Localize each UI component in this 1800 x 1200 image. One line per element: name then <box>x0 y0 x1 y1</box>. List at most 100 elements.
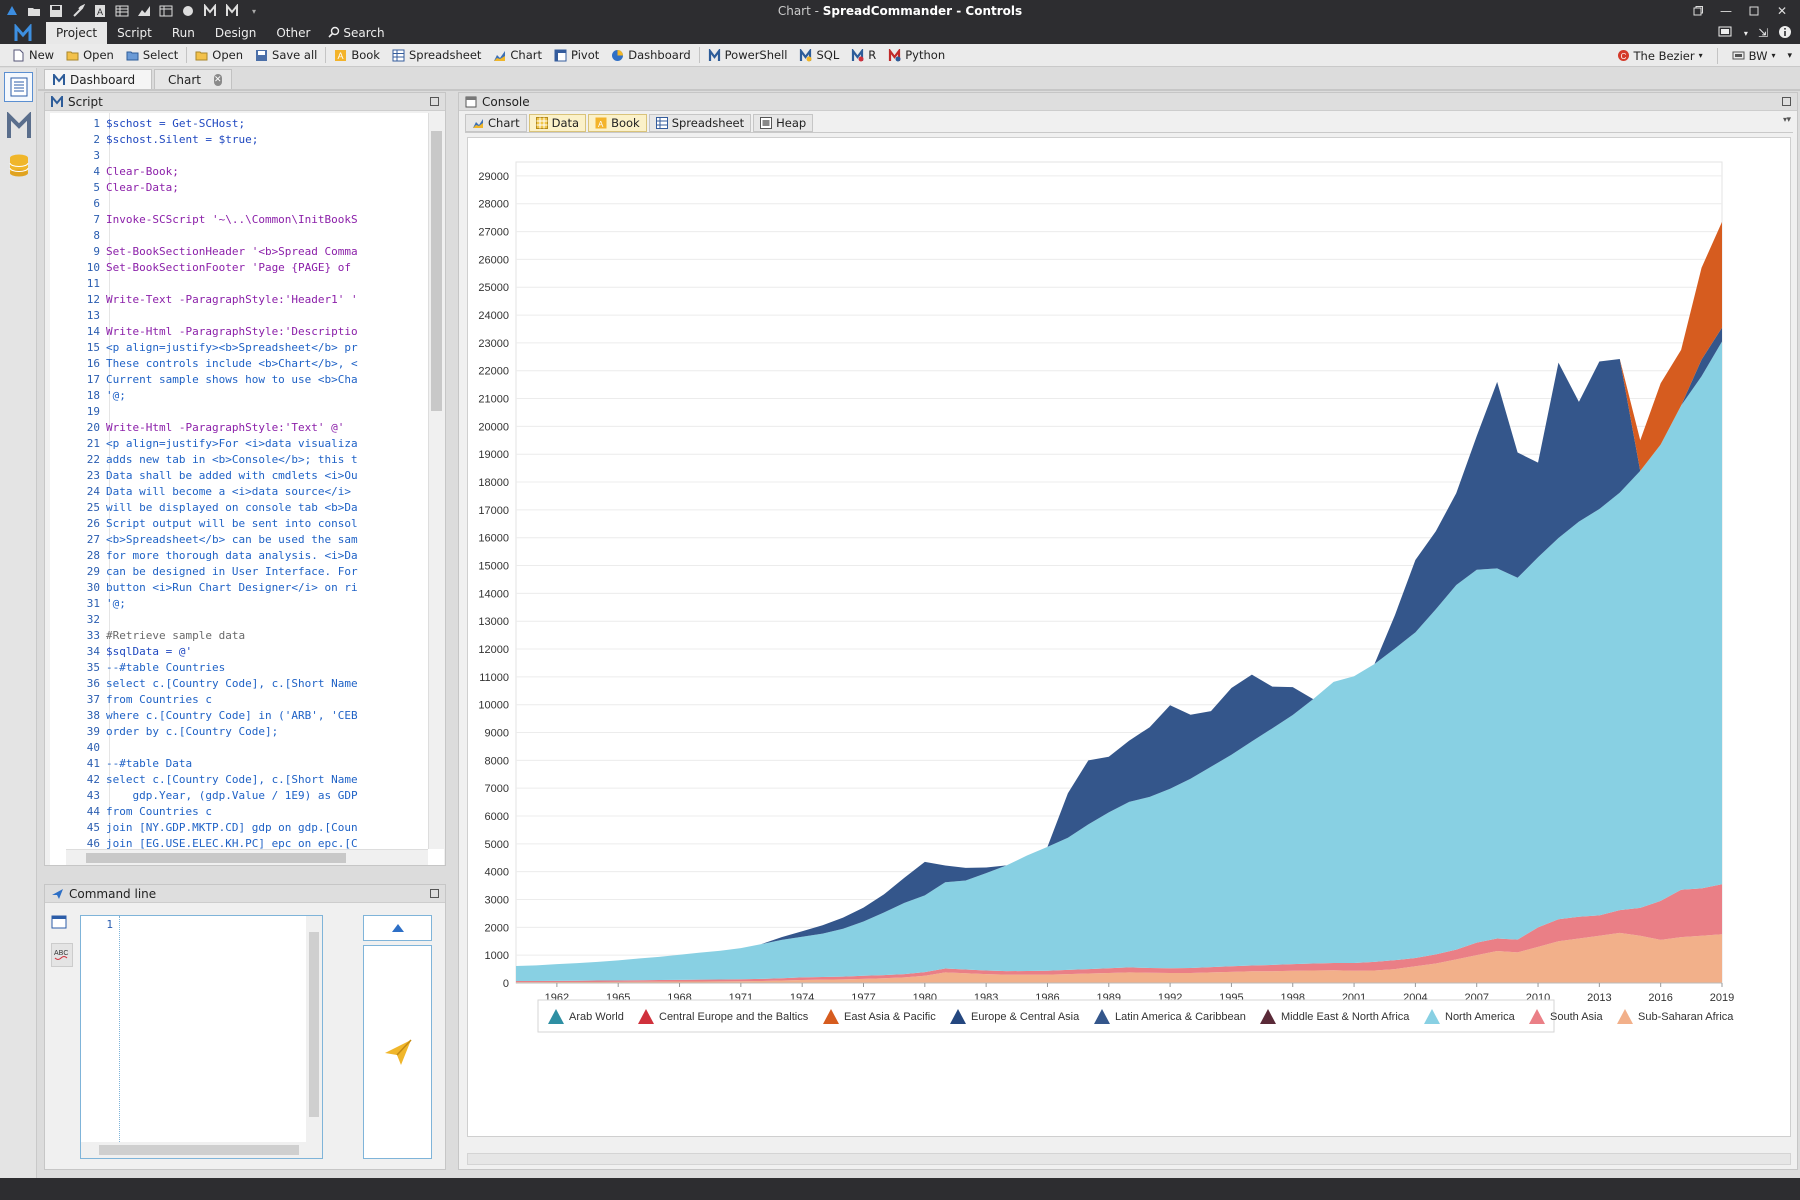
code-line[interactable]: 7 Invoke-SCScript '~\..\Common\InitBookS <box>50 213 357 227</box>
legend-marker[interactable] <box>823 1009 839 1024</box>
tabs-overflow-icon[interactable]: ▾ <box>1786 115 1791 125</box>
scroll-thumb[interactable] <box>431 131 442 411</box>
code-line[interactable]: 42 select c.[Country Code], c.[Short Name <box>50 773 358 787</box>
code-line[interactable]: 26 Script output will be sent into consol <box>50 517 358 531</box>
chevron-down-icon[interactable]: ▾ <box>1743 28 1748 38</box>
series-area[interactable] <box>516 932 1722 983</box>
database-icon[interactable] <box>0 146 37 186</box>
restore-down-icon[interactable] <box>1684 0 1712 22</box>
powershell-icon[interactable] <box>202 3 218 19</box>
tab-console-heap[interactable]: Heap <box>753 113 814 132</box>
legend-marker[interactable] <box>1617 1009 1633 1024</box>
legend-label[interactable]: North America <box>1445 1011 1516 1023</box>
open-button[interactable]: Open <box>60 45 120 66</box>
code-line[interactable]: 40 <box>50 741 106 755</box>
code-line[interactable]: 41 --#table Data <box>50 757 192 771</box>
code-line[interactable]: 9 Set-BookSectionHeader '<b>Spread Comma <box>50 245 357 259</box>
skin-selector[interactable]: C The Bezier ▾ <box>1611 45 1709 66</box>
tab-console-book[interactable]: A Book <box>588 113 647 132</box>
code-line[interactable]: 1 $schost = Get-SCHost; <box>50 117 245 131</box>
save-all-button[interactable]: Save all <box>249 45 323 66</box>
close-tab-icon[interactable]: ✕ <box>213 73 222 86</box>
menu-run[interactable]: Run <box>171 26 195 40</box>
spreadsheet-icon[interactable] <box>114 3 130 19</box>
code-line[interactable]: 31 '@; <box>50 597 126 611</box>
legend-marker[interactable] <box>548 1009 564 1024</box>
new-button[interactable]: New <box>6 45 60 66</box>
menu-script[interactable]: Script <box>117 26 152 40</box>
legend-label[interactable]: South Asia <box>1550 1011 1603 1023</box>
code-line[interactable]: 25 will be displayed on console tab <b>Da <box>50 501 358 515</box>
app-logo-icon[interactable] <box>0 22 46 44</box>
code-line[interactable]: 27 <b>Spreadsheet</b> can be used the sam <box>50 533 358 547</box>
code-line[interactable]: 3 <box>50 149 106 163</box>
scripts-icon[interactable] <box>0 106 37 146</box>
pin-icon[interactable]: ⇲ <box>1757 26 1768 40</box>
tab-console-chart[interactable]: Chart <box>465 113 527 132</box>
legend-label[interactable]: Latin America & Caribbean <box>1115 1011 1246 1023</box>
code-line[interactable]: 18 '@; <box>50 389 126 403</box>
legend-label[interactable]: Sub-Saharan Africa <box>1638 1011 1734 1023</box>
menu-search[interactable]: Search <box>320 26 392 41</box>
legend-label[interactable]: Middle East & North Africa <box>1281 1011 1410 1023</box>
code-line[interactable]: 46 join [EG.USE.ELEC.KH.PC] epc on epc.[C <box>50 837 358 851</box>
code-line[interactable]: 21 <p align=justify>For <i>data visualiza <box>50 437 358 451</box>
console-scroll-up-icon[interactable]: ▾ <box>1783 115 1788 124</box>
legend-label[interactable]: East Asia & Pacific <box>844 1011 936 1023</box>
code-line[interactable]: 15 <p align=justify><b>Spreadsheet</b> pr <box>50 341 358 355</box>
series-area[interactable] <box>516 327 1722 967</box>
close-icon[interactable]: ✕ <box>1776 4 1788 18</box>
window-icon[interactable] <box>51 915 69 933</box>
palette-selector[interactable]: BW ▾ <box>1726 45 1782 66</box>
console-horizontal-scrollbar[interactable] <box>467 1153 1791 1165</box>
sql-button[interactable]: SQL <box>793 45 845 66</box>
code-line[interactable]: 28 for more thorough data analysis. <i>Da <box>50 549 358 563</box>
layout-icon[interactable] <box>1718 26 1734 41</box>
code-line[interactable]: 43 gdp.Year, (gdp.Value / 1E9) as GDP <box>50 789 358 803</box>
open-file-button[interactable]: Open <box>189 45 249 66</box>
wrench-icon[interactable] <box>70 3 86 19</box>
code-line[interactable]: 44 from Countries c <box>50 805 212 819</box>
command-vertical-scrollbar[interactable] <box>306 916 322 1142</box>
history-up-button[interactable] <box>363 915 432 941</box>
legend-label[interactable]: Europe & Central Asia <box>971 1011 1080 1023</box>
menu-design[interactable]: Design <box>214 26 257 40</box>
code-line[interactable]: 4 Clear-Book; <box>50 165 178 179</box>
code-line[interactable]: 6 <box>50 197 106 211</box>
save-icon[interactable] <box>48 3 64 19</box>
book-button[interactable]: A Book <box>328 45 386 66</box>
code-line[interactable]: 20 Write-Html -ParagraphStyle:'Text' @' <box>50 421 345 435</box>
legend-label[interactable]: Central Europe and the Baltics <box>659 1011 809 1023</box>
tab-console-data[interactable]: Data <box>528 113 587 132</box>
code-line[interactable]: 2 $schost.Silent = $true; <box>50 133 258 147</box>
code-line[interactable]: 14 Write-Html -ParagraphStyle:'Descriptio <box>50 325 358 339</box>
code-line[interactable]: 37 from Countries c <box>50 693 212 707</box>
code-line[interactable]: 17 Current sample shows how to use <b>Cha <box>50 373 358 387</box>
code-line[interactable]: 35 --#table Countries <box>50 661 225 675</box>
dropdown-icon[interactable]: ▾ <box>251 6 256 16</box>
maximize-panel-icon[interactable] <box>430 889 439 898</box>
code-line[interactable]: 30 button <i>Run Chart Designer</i> on ri <box>50 581 358 595</box>
app-quick-icon[interactable] <box>4 3 20 19</box>
spell-check-icon[interactable]: ABC <box>51 943 73 967</box>
code-line[interactable]: 13 <box>50 309 106 323</box>
legend-marker[interactable] <box>638 1009 654 1024</box>
code-line[interactable]: 33 #Retrieve sample data <box>50 629 245 643</box>
script-editor[interactable]: 1 $schost = Get-SCHost; 2 $schost.Silent = … <box>50 113 444 865</box>
powershell-alt-icon[interactable] <box>224 3 240 19</box>
code-line[interactable]: 12 Write-Text -ParagraphStyle:'Header1' ' <box>50 293 358 307</box>
tab-console-spreadsheet[interactable]: Spreadsheet <box>648 113 752 132</box>
document-list-icon[interactable] <box>4 72 33 102</box>
menu-other[interactable]: Other <box>276 26 311 40</box>
maximize-panel-icon[interactable] <box>430 97 439 106</box>
maximize-panel-icon[interactable] <box>1782 97 1791 106</box>
editor-vertical-scrollbar[interactable] <box>428 113 444 849</box>
scroll-thumb[interactable] <box>99 1145 299 1155</box>
spreadsheet-button[interactable]: Spreadsheet <box>386 45 487 66</box>
code-line[interactable]: 34 $sqlData = @' <box>50 645 192 659</box>
scroll-thumb[interactable] <box>86 853 346 863</box>
toolbar-overflow-icon[interactable]: ▾ <box>1787 50 1792 61</box>
legend-label[interactable]: Arab World <box>569 1011 624 1023</box>
series-area[interactable] <box>516 341 1722 982</box>
pivot-icon[interactable] <box>158 3 174 19</box>
